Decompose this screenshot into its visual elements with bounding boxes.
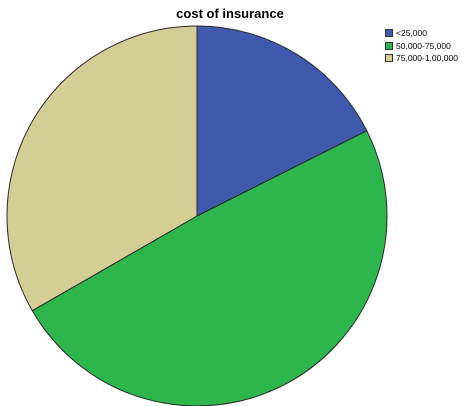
legend-swatch-2 <box>385 54 393 62</box>
legend-item-1: 50,000-75,000 <box>385 40 458 52</box>
legend-label-1: 50,000-75,000 <box>396 40 451 51</box>
pie-slice-2 <box>6 25 198 312</box>
legend-label-2: 75,000-1,00,000 <box>396 53 458 63</box>
pie-slice-0 <box>196 25 368 217</box>
legend: <25,000 50,000-75,000 75,000-1,00,000 <box>385 27 458 65</box>
legend-swatch-0 <box>385 29 393 37</box>
chart-title: cost of insurance <box>176 6 284 21</box>
legend-label-0: <25,000 <box>396 28 427 38</box>
legend-swatch-1 <box>385 41 393 50</box>
legend-item-0: <25,000 <box>385 27 458 39</box>
legend-item-2: 75,000-1,00,000 <box>385 52 458 64</box>
pie-slice-1 <box>31 130 388 406</box>
